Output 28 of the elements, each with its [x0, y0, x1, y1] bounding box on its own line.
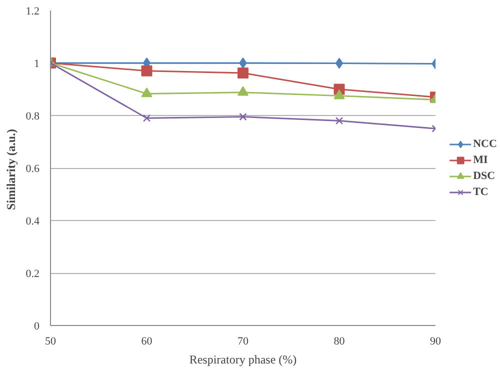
point — [239, 58, 247, 68]
x-tick-label: 90 — [430, 336, 442, 348]
y-tick-label: 0.8 — [26, 110, 40, 122]
y-tick-label: 1 — [34, 58, 40, 70]
point — [335, 58, 344, 69]
point — [238, 86, 248, 96]
point — [141, 65, 152, 76]
point — [335, 116, 344, 125]
legend-label: MI — [473, 153, 489, 168]
y-tick-label: 0 — [34, 320, 40, 332]
x-axis-title: Respiratory phase (%) — [189, 352, 297, 366]
y-tick-label: 0.4 — [26, 216, 40, 228]
legend-label: NCC — [473, 137, 497, 152]
point — [238, 67, 248, 78]
x-tick-label: 60 — [141, 336, 153, 348]
y-tick-label: 0.2 — [26, 268, 40, 280]
x-tick-label: 50 — [45, 336, 56, 348]
point — [142, 114, 151, 122]
point — [334, 90, 345, 100]
x-tick-label: 70 — [238, 336, 249, 348]
point — [239, 112, 247, 121]
x-tick-label: 80 — [334, 336, 346, 348]
y-tick-label: 0.6 — [26, 163, 40, 175]
legend-label: DSC — [473, 169, 496, 184]
point — [141, 87, 152, 98]
y-tick-label: 1.2 — [26, 6, 40, 18]
legend-label: TC — [473, 185, 490, 200]
y-axis-title: Similarity (a.u.) — [4, 128, 18, 210]
